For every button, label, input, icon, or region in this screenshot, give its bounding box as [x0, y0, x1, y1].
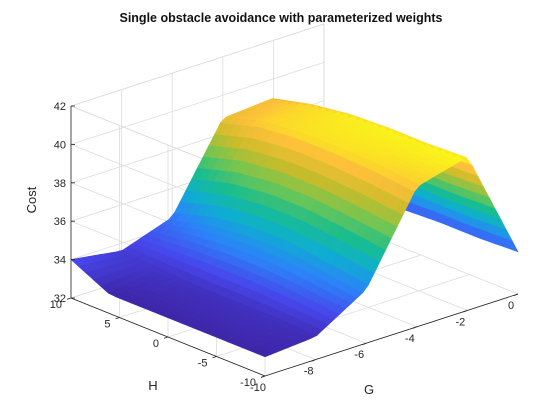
z-axis-label: Cost	[24, 186, 39, 213]
z-tick-label: 36	[54, 216, 66, 228]
g-tick-label: -10	[250, 382, 266, 394]
h-tick	[212, 356, 217, 359]
h-tick	[66, 297, 72, 300]
z-tick-label: 32	[54, 293, 66, 305]
g-tick	[311, 359, 316, 362]
g-tick	[463, 310, 468, 313]
h-tick-label: 10	[50, 299, 62, 311]
z-tick-label: 34	[54, 255, 66, 267]
g-tick-label: 0	[508, 300, 514, 312]
h-tick	[163, 336, 169, 339]
h-tick	[115, 317, 120, 320]
chart-title: Single obstacle avoidance with parameter…	[119, 11, 442, 25]
g-tick-label: -6	[354, 349, 364, 361]
g-axis-line	[264, 293, 519, 377]
g-tick-label: -4	[405, 333, 415, 345]
z-tick-label: 42	[54, 101, 66, 113]
g-tick	[362, 342, 367, 346]
h-tick-label: 0	[153, 338, 159, 350]
x-axis-label: G	[364, 382, 374, 397]
y-axis-label: H	[148, 378, 157, 393]
surface-patch	[504, 237, 519, 253]
h-tick-label: 5	[104, 319, 110, 331]
z-tick-label: 40	[54, 139, 66, 151]
surface-mesh	[70, 98, 519, 358]
z-tick-label: 38	[54, 178, 66, 190]
h-tick-label: -5	[198, 358, 208, 370]
g-tick-label: -2	[456, 316, 466, 328]
h-tick	[260, 375, 266, 378]
g-tick-label: -8	[304, 366, 314, 378]
g-tick	[412, 326, 417, 329]
g-tick	[513, 293, 519, 296]
h-tick-label: -10	[240, 377, 256, 389]
